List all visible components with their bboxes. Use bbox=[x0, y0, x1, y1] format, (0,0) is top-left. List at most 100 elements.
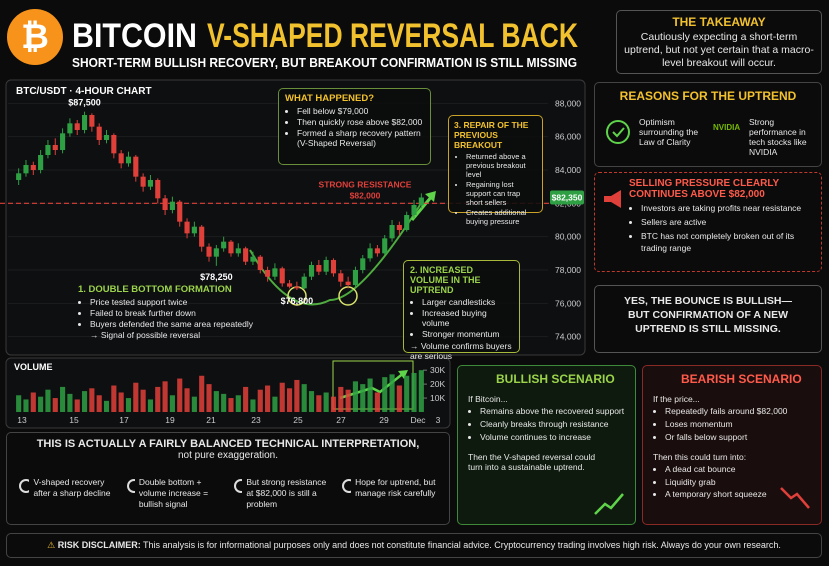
trend-arrow bbox=[410, 195, 434, 221]
candle-body bbox=[206, 246, 212, 257]
volume-tick-label: 10K bbox=[430, 393, 445, 403]
candle-body bbox=[38, 155, 44, 170]
x-tick-label: 29 bbox=[379, 415, 389, 425]
volume-bar bbox=[155, 386, 161, 412]
candle-body bbox=[228, 241, 234, 254]
y-tick-label: 78,000 bbox=[555, 265, 581, 275]
candle-body bbox=[352, 270, 359, 285]
balanced-text: V-shaped recovery after a sharp decline bbox=[33, 477, 111, 499]
candle-body bbox=[147, 180, 154, 187]
list-item: A dead cat bounce bbox=[665, 464, 811, 476]
box-title: 1. DOUBLE BOTTOM FORMATION bbox=[78, 284, 232, 295]
quote: YES, THE BOUNCE IS BULLISH—BUT CONFIRMAT… bbox=[623, 295, 792, 336]
takeaway-text: Cautiously expecting a short-term uptren… bbox=[624, 31, 814, 70]
balanced-item: But strong resistance at $82,000 is stil… bbox=[232, 477, 334, 510]
outcome: Then the V-shaped reversal could turn in… bbox=[468, 451, 596, 472]
double-bottom-note: 1. DOUBLE BOTTOM FORMATION Price tested … bbox=[78, 284, 278, 340]
list-item: Stronger momentum bbox=[422, 329, 513, 339]
volume-bar bbox=[272, 396, 278, 412]
volume-bar bbox=[389, 374, 395, 412]
candle-body bbox=[89, 115, 95, 127]
candle-body bbox=[213, 248, 219, 257]
volume-bar bbox=[228, 398, 234, 412]
box-title: 2. INCREASED VOLUME IN THE UPTREND bbox=[410, 265, 481, 295]
volume-bar bbox=[169, 395, 175, 412]
bearish-box: BEARISH SCENARIO If the price... Repeate… bbox=[642, 365, 822, 525]
volume-bar bbox=[316, 395, 322, 412]
candle-body bbox=[330, 260, 337, 274]
icon bbox=[594, 493, 624, 515]
list-item: A temporary short squeeze bbox=[665, 489, 811, 501]
balanced-text: But strong resistance at $82,000 is stil… bbox=[246, 477, 327, 510]
candle-body bbox=[140, 176, 146, 187]
y-tick-label: 74,000 bbox=[555, 332, 581, 342]
icon bbox=[606, 120, 630, 144]
candle-body bbox=[418, 197, 424, 205]
volume-bar bbox=[177, 378, 183, 412]
box-title: 3. REPAIR OF THE PREVIOUS BREAKOUT bbox=[454, 120, 529, 150]
resistance-label: $82,000 bbox=[350, 190, 381, 200]
volume-bar bbox=[89, 388, 95, 412]
list-item: Price tested support twice bbox=[90, 297, 278, 307]
x-tick-label: 15 bbox=[69, 415, 79, 425]
volume-bar bbox=[118, 392, 124, 412]
icon bbox=[234, 479, 243, 493]
reason: Optimism surrounding the Law of Clarity bbox=[639, 117, 699, 147]
volume-bar bbox=[221, 393, 227, 412]
selling-box: SELLING PRESSURE CLEARLY CONTINUES ABOVE… bbox=[594, 172, 822, 272]
list-item: Regaining lost support can trap short se… bbox=[466, 180, 537, 207]
volume-bar bbox=[45, 389, 51, 412]
intro: If Bitcoin... bbox=[468, 394, 508, 404]
candle-body bbox=[374, 248, 380, 254]
x-tick-label: 25 bbox=[293, 415, 303, 425]
candle-body bbox=[360, 258, 366, 270]
box-subtitle: not pure exaggeration. bbox=[177, 450, 279, 461]
volume-bar bbox=[213, 391, 219, 412]
conclusion: → Signal of possible reversal bbox=[90, 330, 201, 340]
balanced-text: Hope for uptrend, but manage risk carefu… bbox=[355, 477, 436, 499]
disclaimer-text: This analysis is for informational purpo… bbox=[143, 540, 781, 550]
candle-body bbox=[221, 241, 227, 249]
candle-body bbox=[345, 281, 351, 285]
list-item: Liquidity grab bbox=[665, 477, 811, 489]
candle-body bbox=[67, 123, 73, 134]
candle-body bbox=[250, 256, 256, 262]
volume-bar bbox=[250, 399, 256, 412]
x-tick-label: 27 bbox=[336, 415, 346, 425]
quote-box: YES, THE BOUNCE IS BULLISH—BUT CONFIRMAT… bbox=[594, 285, 822, 353]
list-item: Then quickly rose above $82,000 bbox=[297, 117, 424, 127]
disclaimer-bar: ⚠ RISK DISCLAIMER: This analysis is for … bbox=[6, 533, 822, 558]
list-item: Repeatedly fails around $82,000 bbox=[665, 406, 811, 418]
candle-body bbox=[52, 145, 58, 150]
candle-body bbox=[199, 226, 205, 247]
balanced-box: THIS IS ACTUALLY A FAIRLY BALANCED TECHN… bbox=[6, 432, 450, 525]
list-item: Cleanly breaks through resistance bbox=[480, 419, 625, 431]
volume-bar bbox=[125, 398, 132, 412]
takeaway-box: THE TAKEAWAY Cautiously expecting a shor… bbox=[616, 10, 822, 74]
volume-bar bbox=[162, 381, 168, 412]
volume-bar bbox=[184, 388, 190, 412]
volume-bar bbox=[235, 395, 241, 412]
y-tick-label: 84,000 bbox=[555, 165, 581, 175]
bitcoin-logo bbox=[7, 9, 63, 65]
volume-bar bbox=[345, 389, 351, 412]
last-price-tag bbox=[550, 190, 584, 205]
volume-bar bbox=[140, 389, 146, 412]
volume-bar bbox=[404, 375, 410, 412]
icon bbox=[604, 190, 621, 208]
subtitle: SHORT-TERM BULLISH RECOVERY, BUT BREAKOU… bbox=[72, 55, 577, 70]
candle-body bbox=[133, 156, 139, 177]
box-title: BEARISH SCENARIO bbox=[681, 372, 802, 386]
x-tick-label: 19 bbox=[165, 415, 175, 425]
chart-title: BTC/USDT · 4-HOUR CHART bbox=[16, 86, 152, 97]
candle-body bbox=[257, 256, 263, 270]
volume-bar bbox=[67, 393, 73, 412]
candle-body bbox=[125, 156, 132, 164]
volume-bar bbox=[23, 399, 29, 412]
volume-bar bbox=[111, 385, 117, 412]
candle-body bbox=[265, 270, 271, 277]
icon-label: NVIDIA bbox=[713, 123, 741, 132]
volume-bar bbox=[243, 386, 249, 412]
list-item: Or falls below support bbox=[665, 432, 811, 444]
